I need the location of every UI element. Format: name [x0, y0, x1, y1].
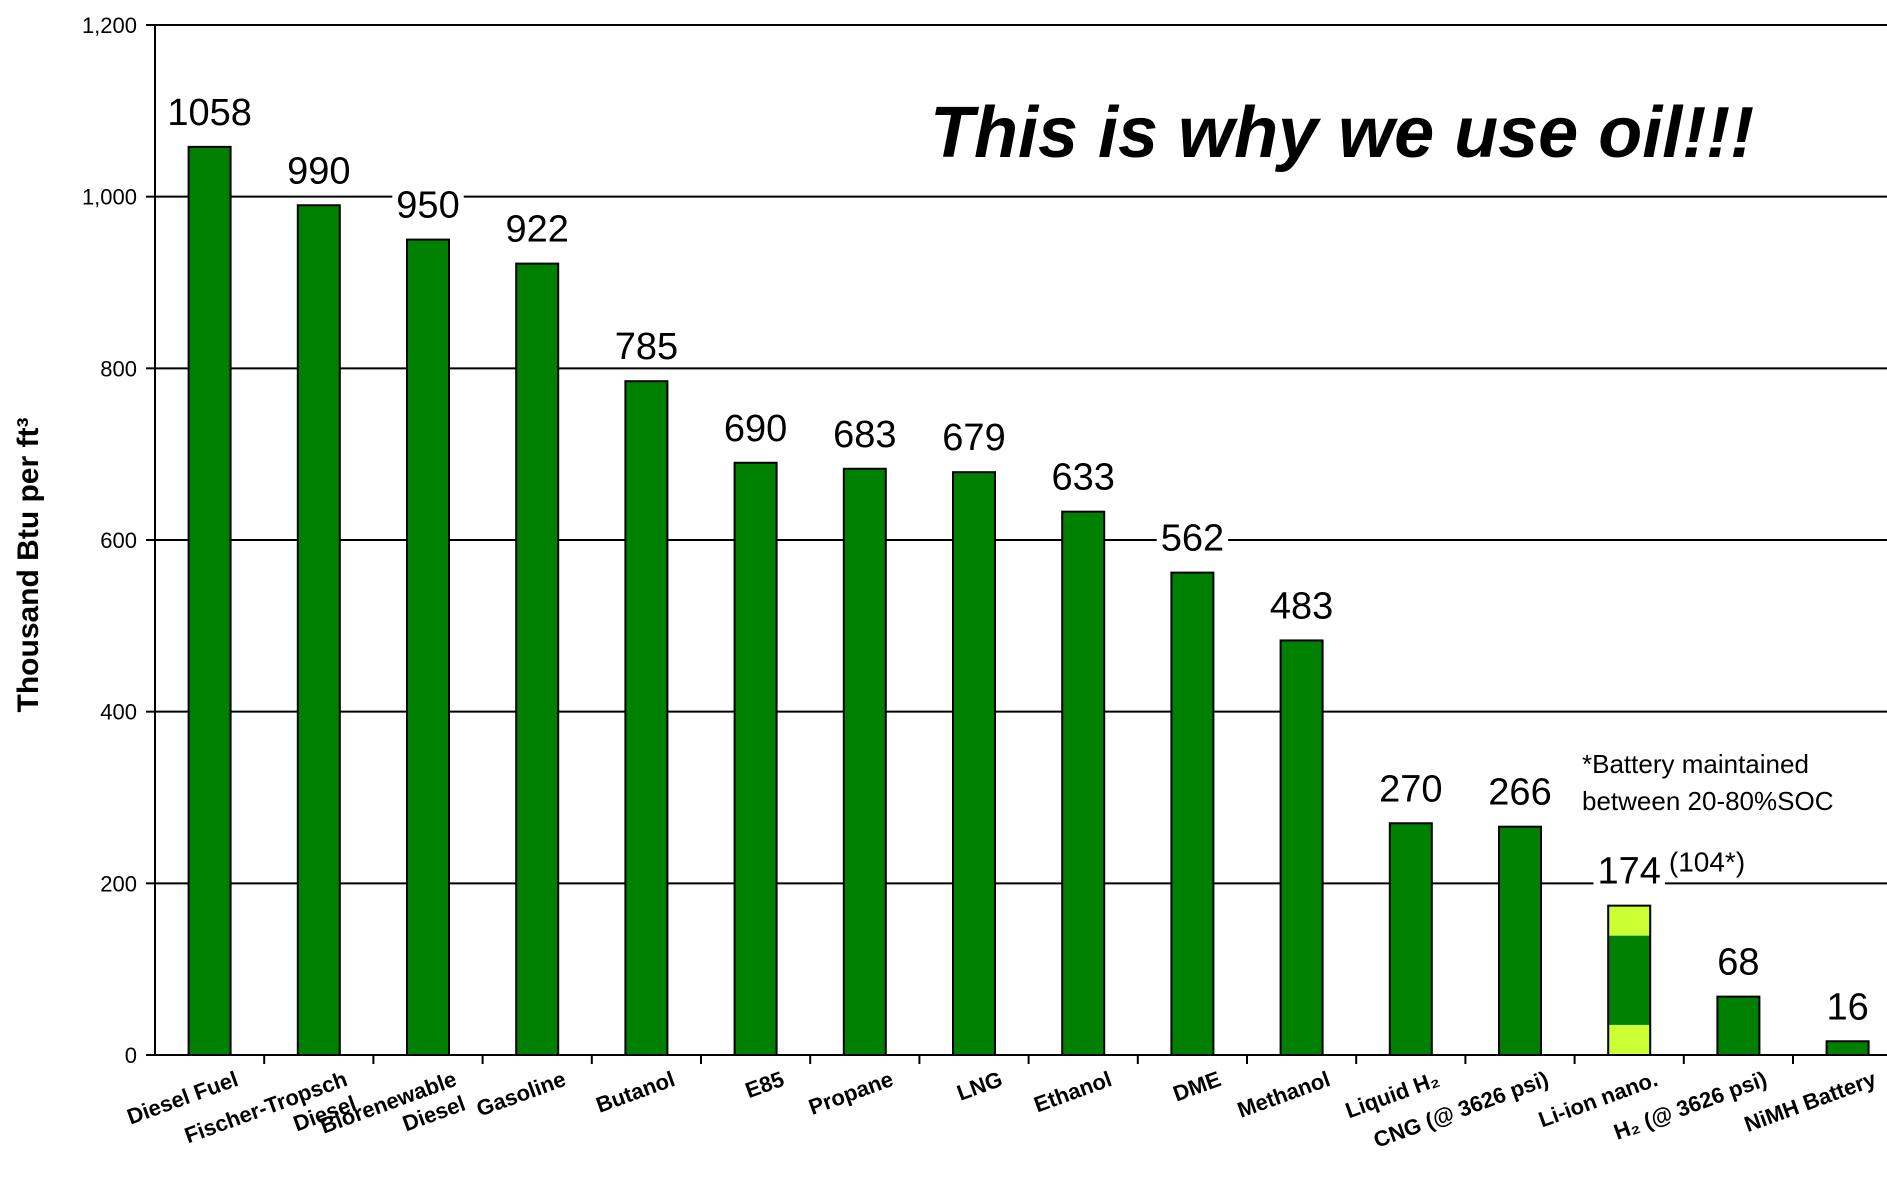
data-label-backing	[938, 421, 1010, 456]
bar	[296, 204, 341, 1056]
data-label-backing	[283, 154, 355, 189]
data-label-backing	[610, 330, 683, 365]
bar-outline	[1607, 904, 1652, 1057]
data-label: 690	[724, 408, 787, 450]
data-label: 990	[287, 150, 350, 192]
data-label-backing	[392, 188, 464, 223]
bar	[1498, 825, 1542, 1057]
data-label-backing	[1713, 945, 1764, 980]
category-label: DME	[1170, 1066, 1224, 1106]
bar	[1388, 822, 1433, 1056]
bar	[187, 145, 232, 1056]
data-label-backing	[1484, 775, 1556, 810]
battery-footnote-line-1: *Battery maintained	[1582, 749, 1809, 779]
bar	[1061, 510, 1106, 1056]
bar	[1716, 995, 1761, 1057]
data-label: 950	[396, 185, 459, 227]
category-label: Propane	[805, 1066, 896, 1120]
bar-segment-top	[1608, 905, 1651, 936]
data-label: 683	[833, 414, 896, 456]
category-label-line: E85	[742, 1066, 787, 1103]
category-label-line: DME	[1170, 1066, 1224, 1106]
data-label-backing	[1265, 589, 1338, 624]
data-label-backing	[1822, 990, 1873, 1025]
category-label-line: LNG	[954, 1066, 1006, 1105]
y-tick-label: 200	[100, 871, 137, 896]
battery-footnote-line-2: between 20-80%SOC	[1582, 786, 1833, 816]
category-label-line: Propane	[805, 1066, 896, 1120]
category-label: E85	[742, 1066, 787, 1103]
bar	[952, 471, 996, 1057]
category-label: Butanol	[593, 1066, 679, 1118]
y-tick-label: 1,200	[82, 13, 137, 38]
bar	[842, 467, 887, 1056]
y-axis-title: Thousand Btu per ft³	[12, 418, 45, 713]
data-label: 922	[505, 209, 568, 251]
data-label-extra: (104*)	[1669, 847, 1745, 878]
data-label: 562	[1161, 518, 1224, 560]
data-label: 679	[942, 417, 1005, 459]
bar	[1279, 639, 1324, 1056]
data-label-backing	[1593, 854, 1665, 889]
category-label: LNG	[954, 1066, 1006, 1105]
category-label: Gasoline	[473, 1066, 569, 1121]
data-labels: 1058 990 950 922 785 690 683 679 633 562 483 270 266…	[163, 92, 1873, 1028]
bar	[515, 262, 560, 1057]
data-label-backing	[163, 95, 256, 130]
data-label-backing	[829, 417, 901, 452]
category-label: Ethanol	[1031, 1066, 1115, 1117]
bars	[187, 145, 1870, 1057]
data-label-backing	[1047, 460, 1119, 495]
bar	[1825, 1040, 1870, 1057]
y-tick-label: 1,000	[82, 185, 137, 210]
bar	[406, 238, 450, 1057]
category-labels: Diesel FuelFischer-TropschDieselBiorenew…	[124, 1066, 1880, 1153]
y-tick-label: 400	[100, 700, 137, 725]
category-label-line: Methanol	[1234, 1066, 1333, 1123]
data-label: 785	[615, 326, 678, 368]
bar	[624, 380, 669, 1057]
category-label-line: Gasoline	[473, 1066, 569, 1121]
y-tick-label: 0	[125, 1043, 137, 1068]
chart-annotation: This is why we use oil!!!	[930, 93, 1754, 173]
data-label-backing	[1156, 521, 1229, 556]
data-label: 266	[1488, 772, 1551, 814]
data-label: 1058	[167, 92, 252, 134]
data-label: 270	[1379, 768, 1442, 810]
category-label-line: Ethanol	[1031, 1066, 1115, 1117]
y-tick-label: 600	[100, 528, 137, 553]
bar-segment-bottom	[1608, 1024, 1651, 1055]
category-label: Methanol	[1234, 1066, 1333, 1123]
bar	[1170, 571, 1215, 1056]
data-label: 174	[1597, 851, 1660, 893]
data-label: 633	[1051, 457, 1114, 499]
data-label: 483	[1270, 585, 1333, 627]
bar-segment-usable	[1608, 935, 1651, 1025]
data-label-backing	[719, 411, 792, 446]
data-label: 16	[1826, 986, 1868, 1028]
data-label-backing	[1375, 772, 1447, 807]
axes: 0 200 400 600 800 1,000 1,200	[82, 13, 1887, 1068]
y-tick-label: 800	[100, 356, 137, 381]
data-label-backing	[501, 212, 573, 247]
data-label: 68	[1717, 942, 1759, 984]
category-label-line: Butanol	[593, 1066, 679, 1118]
bar	[733, 461, 778, 1056]
